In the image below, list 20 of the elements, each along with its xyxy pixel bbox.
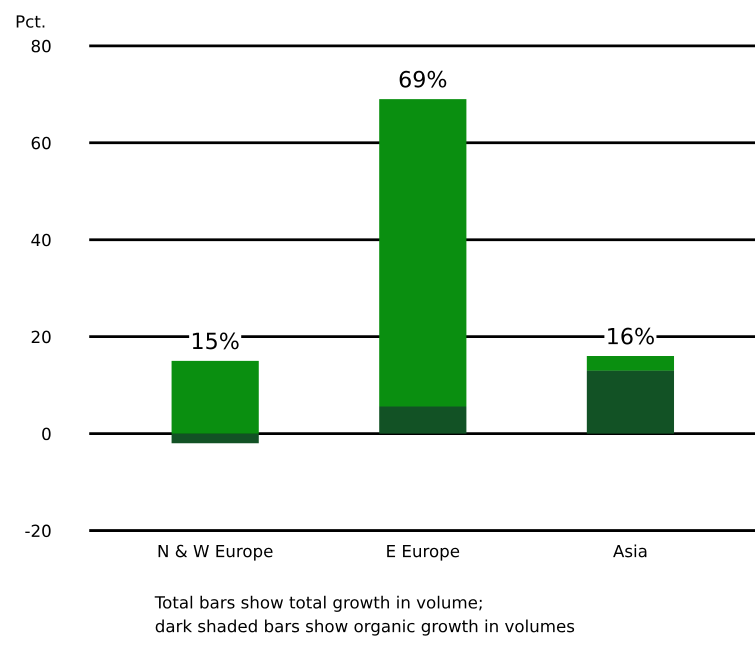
y-axis-title: Pct.	[16, 15, 44, 28]
y-tick-label: 60	[32, 136, 51, 150]
text: Total bars show total growth in volume; dark shaded bars show organic growth in volumes	[154, 596, 574, 636]
y-tick-label: 80	[32, 40, 51, 52]
annotation: 69%	[400, 70, 446, 88]
y-tick-label: 40	[31, 234, 51, 246]
x-tick-label: Asia	[613, 544, 646, 558]
y-tick-label: -20	[25, 524, 51, 538]
bar	[379, 406, 466, 434]
annotation: 16%	[608, 328, 654, 344]
bar	[586, 356, 674, 371]
bar	[586, 370, 674, 434]
bar	[379, 99, 466, 406]
x-tick-label: E Europe	[387, 544, 460, 561]
y-tick-label: 0	[42, 428, 51, 440]
y-tick-label: 20	[32, 330, 51, 344]
bar	[172, 434, 259, 444]
x-tick-label: N & W Europe	[158, 544, 273, 561]
annotation: 15%	[192, 332, 239, 350]
bar	[172, 360, 259, 434]
